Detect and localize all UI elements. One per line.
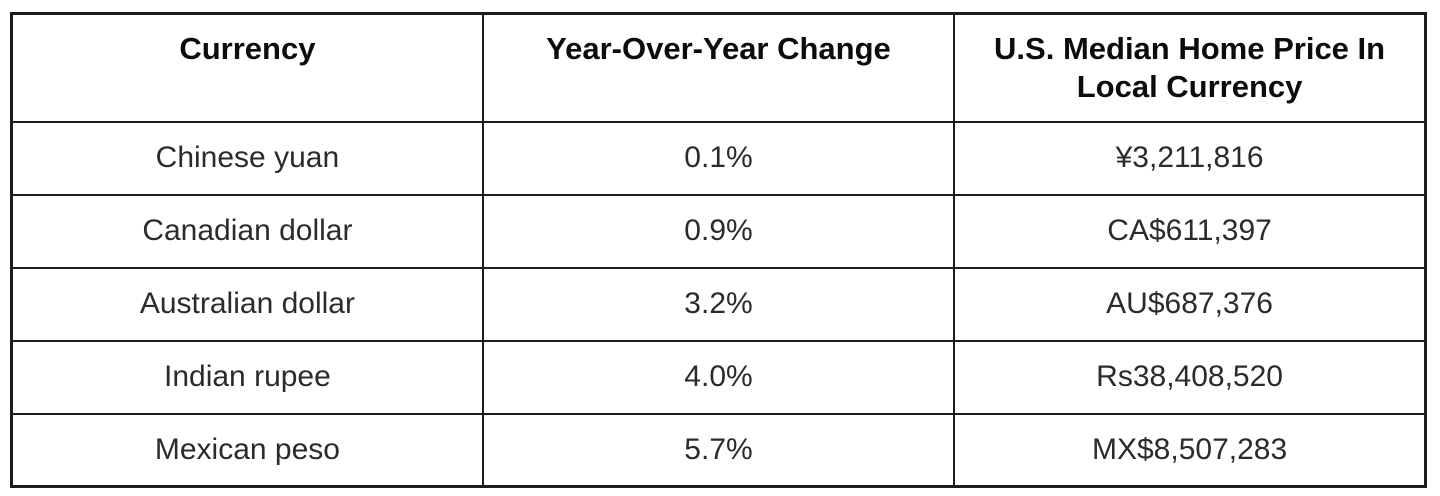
table-row: Canadian dollar 0.9% CA$611,397 — [10, 193, 1427, 269]
yoy-change-cell: 4.0% — [481, 339, 956, 415]
currency-cell: Indian rupee — [10, 339, 484, 415]
column-header-yoy-change: Year-Over-Year Change — [481, 12, 956, 123]
price-cell: Rs38,408,520 — [953, 339, 1427, 415]
yoy-change-cell: 5.7% — [481, 412, 956, 488]
price-cell: ¥3,211,816 — [953, 120, 1427, 196]
currency-cell: Australian dollar — [10, 266, 484, 342]
column-header-price-local-currency: U.S. Median Home Price In Local Currency — [953, 12, 1427, 123]
currency-cell: Canadian dollar — [10, 193, 484, 269]
column-header-yoy-change-label: Year-Over-Year Change — [546, 31, 891, 66]
column-header-price-local-currency-label: U.S. Median Home Price In Local Currency — [994, 31, 1386, 104]
column-header-currency: Currency — [10, 12, 484, 123]
table-row: Chinese yuan 0.1% ¥3,211,816 — [10, 120, 1427, 196]
table-row: Australian dollar 3.2% AU$687,376 — [10, 266, 1427, 342]
price-cell: CA$611,397 — [953, 193, 1427, 269]
currency-conversion-table: Currency Year-Over-Year Change U.S. Medi… — [10, 12, 1427, 488]
table-row: Mexican peso 5.7% MX$8,507,283 — [10, 412, 1427, 488]
yoy-change-cell: 3.2% — [481, 266, 956, 342]
currency-cell: Chinese yuan — [10, 120, 484, 196]
column-header-currency-label: Currency — [179, 31, 316, 66]
price-cell: AU$687,376 — [953, 266, 1427, 342]
header-row: Currency Year-Over-Year Change U.S. Medi… — [10, 12, 1427, 123]
yoy-change-cell: 0.1% — [481, 120, 956, 196]
table-row: Indian rupee 4.0% Rs38,408,520 — [10, 339, 1427, 415]
yoy-change-cell: 0.9% — [481, 193, 956, 269]
price-cell: MX$8,507,283 — [953, 412, 1427, 488]
currency-cell: Mexican peso — [10, 412, 484, 488]
